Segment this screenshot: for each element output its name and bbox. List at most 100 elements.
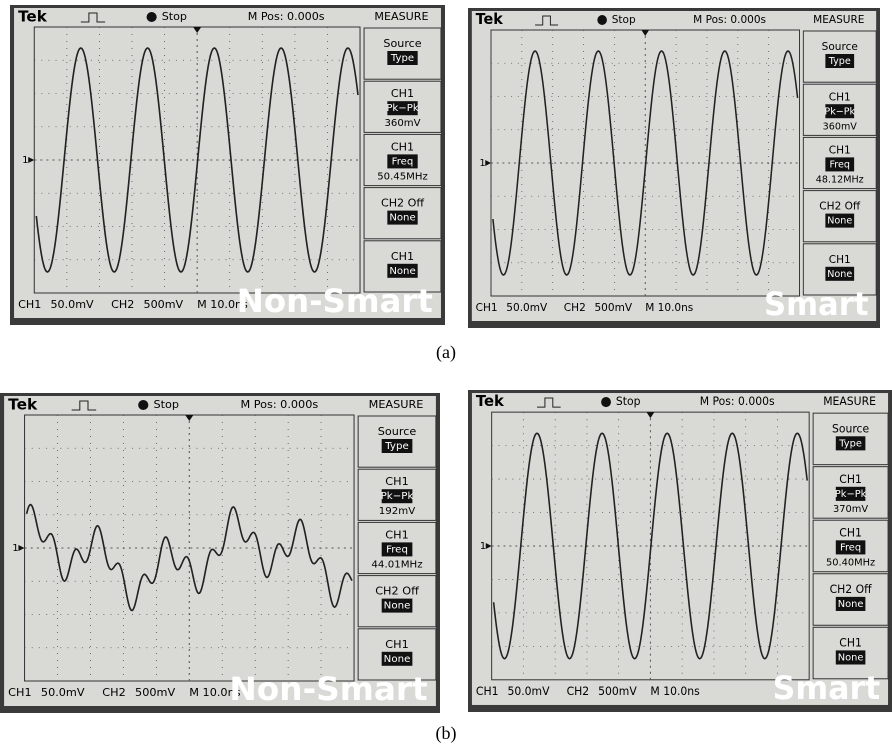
menu-title: Source <box>378 425 417 438</box>
status: Stop <box>616 395 641 408</box>
channel-marker: 1 <box>22 155 28 166</box>
menu-highlight-text: Freq <box>386 544 408 555</box>
waveform <box>35 47 359 273</box>
status: Stop <box>162 10 187 23</box>
menu-title: CH2 Off <box>819 199 860 212</box>
status: Stop <box>612 13 636 26</box>
menu-value: 360mV <box>384 118 420 129</box>
menu-title: CH1 <box>829 143 851 156</box>
footer-ch1-scale: 50.0mV <box>41 686 85 699</box>
overlay-label: Smart <box>773 669 880 707</box>
menu-title: CH1 <box>385 638 408 651</box>
menu-title: MEASURE <box>813 13 865 26</box>
marker-arrow <box>485 542 492 549</box>
status-dot <box>597 15 607 25</box>
menu-highlight-text: Freq <box>392 156 414 167</box>
menu-highlight <box>387 263 418 278</box>
menu-highlight-text: Type <box>390 53 414 64</box>
menu-value: 360mV <box>823 121 857 132</box>
menu-title: CH1 <box>391 250 414 263</box>
trigger-arrow <box>646 412 655 419</box>
menu-highlight-text: Pk−Pk <box>835 489 867 500</box>
menu-highlight-text: None <box>838 599 864 610</box>
menu-highlight-text: None <box>389 213 415 224</box>
menu-highlight-text: Pk−Pk <box>386 103 419 114</box>
overlay-label: Smart <box>764 287 868 324</box>
menu-value: 48.12MHz <box>816 174 864 185</box>
menu-title: CH1 <box>385 528 408 541</box>
trigger-arrow <box>641 30 650 36</box>
menu-highlight <box>835 436 866 451</box>
menu-title: CH1 <box>391 87 414 100</box>
status-dot <box>601 397 611 408</box>
caption: (a) <box>436 342 456 362</box>
menu-highlight <box>381 598 413 613</box>
menu-highlight <box>825 213 855 228</box>
marker-arrow <box>18 545 25 551</box>
trigger-icon <box>535 15 559 26</box>
oscilloscope-screen: Tek Stop M Pos: 0.000s MEASURE 1 Source Type CH… <box>468 8 880 328</box>
channel-marker: 1 <box>12 543 19 554</box>
channel-marker: 1 <box>479 158 485 169</box>
menu-value: 370mV <box>833 504 868 515</box>
menu-highlight <box>381 542 413 557</box>
menu-highlight <box>825 157 855 172</box>
menu-highlight-text: Type <box>828 56 851 67</box>
menu-highlight <box>387 154 418 169</box>
menu-value: 50.45MHz <box>377 171 428 182</box>
menu-title: CH1 <box>829 253 851 266</box>
menu-title: CH1 <box>839 473 862 486</box>
footer-ch2-scale: 500mV <box>144 298 184 311</box>
menu-title: CH1 <box>839 526 862 539</box>
menu-highlight <box>387 51 418 65</box>
menu-highlight <box>835 540 866 555</box>
trigger-arrow <box>185 415 194 421</box>
trigger-icon <box>537 397 561 408</box>
caption: (b) <box>435 723 457 743</box>
footer-time: M 10.0ns <box>197 298 248 311</box>
menu-highlight <box>825 104 855 119</box>
status-dot <box>146 12 157 22</box>
menu-highlight-text: None <box>389 266 415 277</box>
menu-title: Source <box>383 37 421 50</box>
menu-box <box>802 30 877 83</box>
menu-title: Source <box>832 422 869 435</box>
menu-highlight-text: None <box>827 215 852 226</box>
menu-highlight-text: Pk−Pk <box>381 491 414 502</box>
menu-highlight-text: Freq <box>840 542 861 553</box>
brand: Tek <box>18 8 48 26</box>
footer-ch2-scale: 500mV <box>594 301 632 314</box>
menu-value: 50.40MHz <box>826 557 875 568</box>
footer-time: M 10.0ns <box>645 301 693 314</box>
waveform <box>492 432 808 660</box>
menu-highlight <box>381 439 413 453</box>
menu-highlight-text: None <box>384 601 411 612</box>
footer-ch2: CH2 <box>564 301 586 314</box>
footer-ch1: CH1 <box>8 686 31 699</box>
menu-title: MEASURE <box>374 10 428 23</box>
status-dot <box>138 400 149 410</box>
oscilloscope-screen: Tek Stop M Pos: 0.000s MEASURE 1 Source Type CH… <box>0 393 440 713</box>
menu-title: CH1 <box>839 636 862 649</box>
footer-time: M 10.0ns <box>650 685 700 698</box>
menu-highlight-text: None <box>384 654 411 665</box>
menu-highlight <box>381 651 413 666</box>
menu-title: MEASURE <box>369 398 424 411</box>
footer-ch1: CH1 <box>476 685 499 698</box>
overlay-label: Non-Smart <box>229 670 427 708</box>
menu-title: CH1 <box>385 475 408 488</box>
footer-ch2: CH2 <box>111 298 134 311</box>
footer-ch2: CH2 <box>102 686 125 699</box>
menu-title: MEASURE <box>823 395 876 408</box>
waveform <box>492 50 799 276</box>
oscilloscope-screen: Tek Stop M Pos: 0.000s MEASURE 1 Source Type CH… <box>468 390 892 712</box>
position: M Pos: 0.000s <box>248 10 325 23</box>
menu-title: CH2 Off <box>830 583 872 596</box>
menu-highlight <box>825 266 855 281</box>
position: M Pos: 0.000s <box>693 13 766 26</box>
menu-highlight-text: Pk−Pk <box>824 106 855 117</box>
menu-highlight <box>387 210 418 225</box>
status: Stop <box>153 398 179 411</box>
channel-marker: 1 <box>480 541 486 552</box>
